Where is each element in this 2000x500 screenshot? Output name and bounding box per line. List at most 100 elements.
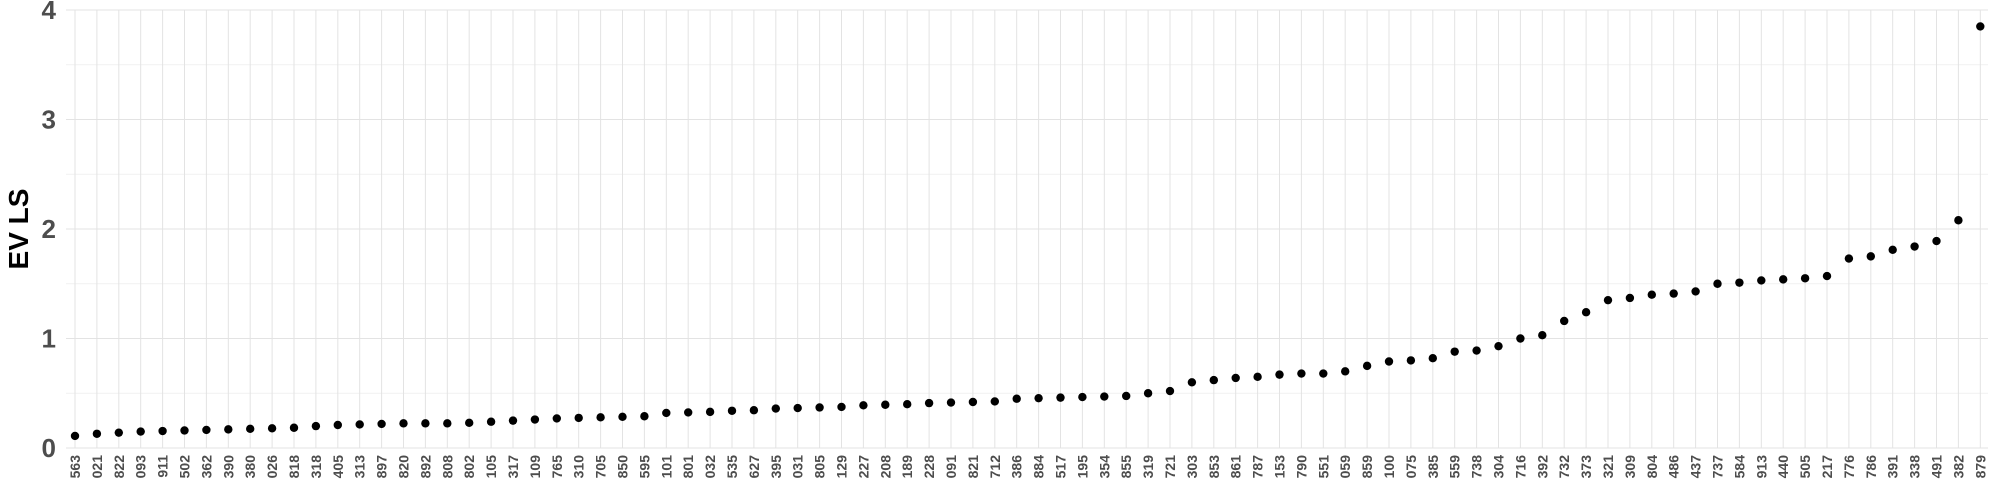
data-point xyxy=(377,419,386,429)
data-point xyxy=(443,419,452,428)
x-tick-label: 386 xyxy=(1009,455,1025,479)
data-point xyxy=(399,419,408,428)
x-tick-label: 100 xyxy=(1381,455,1397,479)
data-point xyxy=(1100,392,1109,401)
y-tick-label: 0 xyxy=(42,433,56,463)
x-tick-label: 804 xyxy=(1644,455,1660,479)
data-point xyxy=(1954,216,1963,225)
x-tick-label: 391 xyxy=(1885,455,1901,479)
data-point xyxy=(1866,252,1876,261)
x-tick-label: 737 xyxy=(1710,455,1726,479)
x-tick-label: 382 xyxy=(1950,455,1966,479)
data-point xyxy=(333,420,342,430)
data-point xyxy=(289,423,299,432)
x-tick-label: 303 xyxy=(1184,455,1200,479)
data-point xyxy=(684,408,693,417)
data-point xyxy=(1647,290,1657,299)
data-point xyxy=(1757,276,1766,285)
y-axis-title: EV LS xyxy=(3,189,34,270)
data-point xyxy=(1472,346,1481,355)
data-point xyxy=(465,418,474,428)
x-tick-label: 820 xyxy=(396,455,412,479)
data-point xyxy=(1581,308,1591,317)
x-tick-label: 310 xyxy=(571,455,587,479)
x-tick-label: 892 xyxy=(417,455,433,479)
data-point xyxy=(1910,242,1919,251)
data-point xyxy=(1209,375,1219,385)
data-point xyxy=(749,406,759,415)
x-tick-label: 884 xyxy=(1031,455,1047,479)
data-point xyxy=(70,431,80,441)
x-tick-label: 437 xyxy=(1688,455,1704,479)
data-point xyxy=(1406,356,1416,365)
x-tick-label: 075 xyxy=(1403,455,1419,479)
grid xyxy=(66,9,1988,449)
data-point xyxy=(881,400,890,409)
x-tick-label: 385 xyxy=(1425,455,1441,479)
data-point xyxy=(903,400,912,409)
y-tick-label: 1 xyxy=(42,324,56,354)
data-point xyxy=(771,404,780,413)
x-tick-label: 362 xyxy=(198,455,214,479)
x-tick-label: 776 xyxy=(1841,455,1857,479)
x-tick-label: 738 xyxy=(1469,455,1485,479)
data-point xyxy=(1450,347,1459,356)
x-tick-label: 861 xyxy=(1228,455,1244,479)
data-point xyxy=(859,401,868,410)
data-point xyxy=(530,415,540,424)
x-tick-label: 031 xyxy=(790,455,806,479)
data-point xyxy=(114,428,124,437)
data-point xyxy=(640,412,649,421)
x-tick-label: 319 xyxy=(1140,455,1156,479)
x-tick-label: 805 xyxy=(812,455,828,479)
x-tick-label: 801 xyxy=(680,455,696,479)
data-point xyxy=(267,424,277,433)
x-tick-label: 208 xyxy=(877,455,893,479)
data-point xyxy=(1625,293,1635,303)
x-tick-label: 093 xyxy=(133,455,149,479)
data-point xyxy=(92,429,102,438)
x-tick-label: 595 xyxy=(636,455,652,479)
x-tick-label: 101 xyxy=(658,455,674,479)
data-point xyxy=(1187,378,1197,387)
data-point xyxy=(1034,393,1043,403)
data-point xyxy=(1822,271,1832,281)
x-tick-label: 879 xyxy=(1972,455,1988,479)
data-point xyxy=(421,419,430,428)
x-tick-label: 129 xyxy=(834,455,850,479)
data-point xyxy=(1297,369,1306,378)
x-tick-label: 395 xyxy=(768,455,784,479)
data-point xyxy=(705,407,715,417)
data-point xyxy=(574,413,583,423)
data-point xyxy=(837,402,846,412)
x-tick-label: 822 xyxy=(111,455,127,479)
data-point xyxy=(727,406,737,415)
x-tick-label: 189 xyxy=(899,455,915,479)
x-tick-label: 808 xyxy=(439,455,455,479)
x-tick-label: 705 xyxy=(593,455,609,479)
data-point xyxy=(1691,287,1700,296)
x-tick-label: 818 xyxy=(286,455,302,479)
x-tick-label: 153 xyxy=(1272,455,1288,479)
data-point xyxy=(1165,386,1175,396)
data-point xyxy=(202,425,211,435)
data-point xyxy=(1779,275,1788,284)
x-tick-label: 405 xyxy=(330,455,346,479)
x-tick-label: 627 xyxy=(746,455,762,479)
x-tick-label: 559 xyxy=(1447,455,1463,479)
data-point xyxy=(1713,279,1722,288)
data-point xyxy=(180,426,189,435)
x-tick-label: 091 xyxy=(943,455,959,479)
data-points xyxy=(70,22,1985,441)
x-tick-label: 721 xyxy=(1162,455,1178,479)
x-tick-label: 855 xyxy=(1118,455,1134,479)
data-point xyxy=(1362,361,1372,371)
data-point xyxy=(990,397,999,406)
x-tick-label: 850 xyxy=(615,455,631,479)
x-tick-label: 712 xyxy=(987,455,1003,479)
x-tick-label: 787 xyxy=(1250,455,1266,479)
data-point xyxy=(1844,254,1854,263)
data-point xyxy=(618,412,627,421)
data-point xyxy=(224,425,233,434)
